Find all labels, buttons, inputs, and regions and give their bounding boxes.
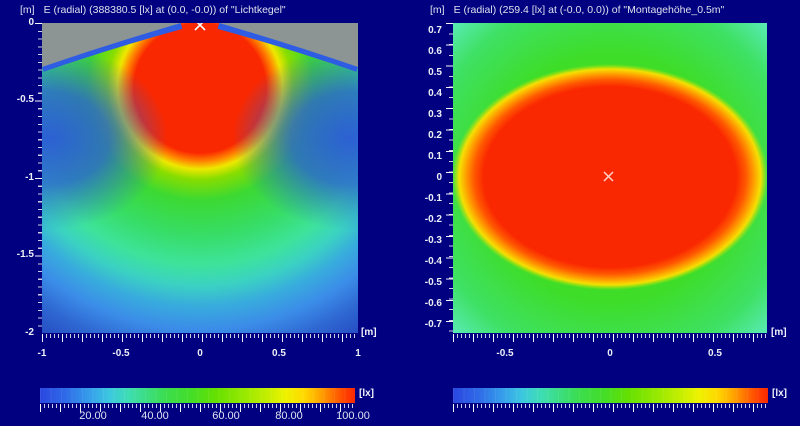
right-heatmap-canvas[interactable] bbox=[453, 23, 767, 333]
left-y-tick: -1 bbox=[25, 172, 34, 183]
left-colorbar-ruler bbox=[40, 404, 355, 412]
right-y-tick: 0 bbox=[436, 172, 442, 183]
left-x-tick: 1 bbox=[355, 348, 361, 359]
right-x-axis-ruler bbox=[453, 334, 767, 342]
right-axis-unit-label: [m] bbox=[771, 327, 787, 338]
left-outside-beam-gray-left bbox=[42, 23, 181, 67]
left-colorbar-tick: 40.00 bbox=[141, 410, 169, 422]
right-y-tick: 0.6 bbox=[428, 46, 442, 57]
left-axis-unit-label: [m] bbox=[361, 327, 377, 338]
left-colorbar[interactable] bbox=[40, 388, 355, 403]
right-y-tick: -0.6 bbox=[424, 298, 442, 309]
right-center-marker-icon bbox=[603, 171, 614, 182]
right-x-tick: -0.5 bbox=[496, 348, 514, 359]
right-x-tick: 0.5 bbox=[708, 348, 722, 359]
left-x-tick: -1 bbox=[37, 348, 47, 359]
left-colorbar-tick: 80.00 bbox=[275, 410, 303, 422]
right-y-tick: -0.1 bbox=[424, 193, 442, 204]
left-x-tick: 0.5 bbox=[272, 348, 286, 359]
right-y-tick: -0.4 bbox=[424, 256, 442, 267]
right-y-tick: 0.7 bbox=[428, 25, 442, 36]
right-colorbar-ruler bbox=[453, 404, 768, 412]
right-y-tick: -0.7 bbox=[424, 319, 442, 330]
left-plot-title: [m] E (radial) (388380.5 [lx] at (0.0, -… bbox=[20, 4, 286, 18]
right-y-tick: 0.1 bbox=[428, 151, 442, 162]
right-y-tick: -0.5 bbox=[424, 277, 442, 288]
right-x-tick: 0 bbox=[607, 348, 613, 359]
right-plot-title: [m] E (radial) (259.4 [lx] at (-0.0, 0.0… bbox=[430, 4, 724, 18]
right-y-tick: -0.2 bbox=[424, 214, 442, 225]
left-title-text: E (radial) (388380.5 [lx] at (0.0, -0.0)… bbox=[43, 4, 286, 16]
left-beam-edge-shading-right bbox=[232, 46, 358, 230]
right-y-tick: 0.2 bbox=[428, 130, 442, 141]
left-y-axis-ruler bbox=[35, 23, 42, 333]
left-y-tick: 0 bbox=[28, 17, 34, 28]
left-y-tick: -1.5 bbox=[16, 249, 34, 260]
left-title-unit: [m] bbox=[20, 4, 35, 16]
right-y-tick: -0.3 bbox=[424, 235, 442, 246]
left-outside-beam-gray-right bbox=[219, 23, 358, 67]
left-colorbar-tick: 100.00 bbox=[336, 410, 370, 422]
left-heatmap-canvas[interactable] bbox=[42, 23, 358, 333]
left-x-tick: 0 bbox=[197, 348, 203, 359]
right-y-tick: 0.5 bbox=[428, 67, 442, 78]
right-colorbar-unit-label: [lx] bbox=[772, 388, 787, 399]
left-x-tick: -0.5 bbox=[112, 348, 130, 359]
right-y-tick: 0.4 bbox=[428, 88, 442, 99]
right-y-tick: 0.3 bbox=[428, 109, 442, 120]
left-y-tick: -2 bbox=[25, 327, 34, 338]
left-x-axis-ruler bbox=[42, 334, 358, 342]
left-source-marker-icon bbox=[194, 23, 206, 31]
left-beam-edge-line-left bbox=[42, 23, 183, 72]
left-colorbar-tick: 20.00 bbox=[79, 410, 107, 422]
left-colorbar-tick: 60.00 bbox=[212, 410, 240, 422]
left-beam-edge-line-right bbox=[217, 23, 358, 72]
left-y-tick: -0.5 bbox=[16, 94, 34, 105]
right-title-unit: [m] bbox=[430, 4, 445, 16]
left-colorbar-unit-label: [lx] bbox=[359, 388, 374, 399]
right-colorbar[interactable] bbox=[453, 388, 768, 403]
left-beam-edge-shading-left bbox=[42, 46, 168, 230]
right-title-text: E (radial) (259.4 [lx] at (-0.0, 0.0)) o… bbox=[453, 4, 725, 16]
right-y-axis-ruler bbox=[446, 23, 453, 333]
